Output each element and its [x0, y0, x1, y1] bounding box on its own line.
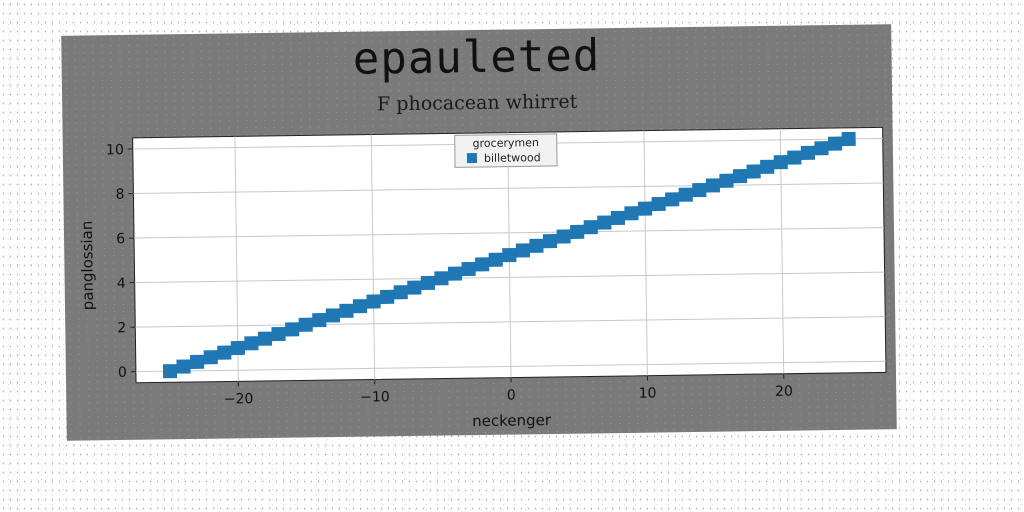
data-point — [461, 261, 476, 277]
data-point — [420, 275, 435, 291]
data-point — [637, 201, 653, 216]
data-point — [597, 215, 612, 230]
data-point — [162, 364, 178, 379]
data-point — [271, 326, 286, 342]
data-points — [162, 131, 856, 379]
data-point — [583, 220, 598, 235]
data-point — [719, 173, 734, 188]
data-point — [678, 187, 693, 202]
data-point — [257, 331, 273, 346]
data-point — [542, 234, 558, 249]
x-grid-line — [779, 128, 785, 374]
x-grid-line — [234, 136, 239, 382]
data-point — [814, 141, 829, 156]
data-point — [190, 354, 205, 369]
y-tick-label: 6 — [116, 231, 125, 247]
data-point — [434, 271, 449, 286]
data-point — [705, 178, 721, 193]
data-point — [502, 247, 517, 263]
y-grid-line — [135, 316, 886, 328]
legend-swatch — [466, 153, 478, 164]
chart-figure: epauleted F phocacean whirret −20 −10 0 10 2… — [61, 24, 897, 441]
data-point — [488, 252, 503, 267]
x-tick-label: 10 — [639, 386, 657, 402]
data-point — [447, 266, 463, 281]
data-point — [841, 131, 856, 147]
x-tick-label: −10 — [360, 389, 390, 405]
data-point — [339, 303, 354, 318]
x-grid-line — [370, 134, 376, 380]
data-point — [800, 145, 816, 160]
data-point — [732, 169, 748, 184]
y-tick-label: 8 — [115, 187, 124, 203]
data-point — [244, 336, 259, 351]
y-grid-line — [134, 227, 884, 239]
data-point — [515, 243, 530, 258]
data-point — [325, 308, 340, 323]
data-point — [366, 294, 381, 309]
y-tick-label: 10 — [106, 142, 124, 158]
data-point — [475, 257, 490, 272]
data-point — [176, 359, 191, 374]
data-point — [665, 192, 680, 207]
y-axis-ticks: 0 2 4 6 8 10 — [106, 142, 136, 381]
data-point — [610, 210, 625, 226]
data-point — [312, 313, 327, 328]
legend-box — [454, 133, 558, 168]
plot-svg: −20 −10 0 10 20 0 2 4 6 8 10 neckenger panglossia… — [78, 126, 887, 430]
data-point — [787, 150, 802, 165]
data-point — [773, 155, 788, 170]
data-point — [624, 206, 639, 221]
y-tick-label: 4 — [117, 276, 126, 292]
data-point — [407, 280, 422, 295]
x-grid-line — [643, 130, 648, 376]
y-tick-label: 2 — [117, 320, 126, 336]
data-point — [651, 196, 666, 212]
data-point — [760, 159, 775, 174]
y-grid-line — [135, 360, 886, 373]
data-point — [393, 285, 408, 300]
data-point — [746, 164, 761, 179]
x-axis-label: neckenger — [472, 411, 552, 430]
legend-title: grocerymen — [473, 136, 539, 150]
data-point — [230, 340, 245, 356]
data-point — [217, 345, 232, 360]
legend: grocerymen billetwood — [454, 133, 558, 168]
data-point — [298, 317, 313, 332]
legend-series-label: billetwood — [484, 151, 541, 165]
data-point — [692, 182, 707, 198]
x-tick-label: −20 — [224, 391, 254, 407]
data-point — [570, 224, 585, 239]
y-grid-line — [134, 271, 885, 284]
x-tick-label: 0 — [507, 388, 516, 404]
x-tick-label: 20 — [775, 384, 793, 400]
y-tick-label: 0 — [118, 365, 127, 381]
data-point — [380, 289, 395, 304]
data-point — [827, 136, 843, 151]
y-grid-line — [133, 182, 884, 195]
data-point — [529, 238, 544, 253]
data-point — [285, 322, 300, 337]
x-axis-ticks: −20 −10 0 10 20 — [224, 373, 793, 408]
y-axis-label: panglossian — [78, 221, 97, 311]
data-point — [352, 299, 368, 314]
data-point — [556, 229, 571, 244]
data-point — [203, 350, 218, 365]
